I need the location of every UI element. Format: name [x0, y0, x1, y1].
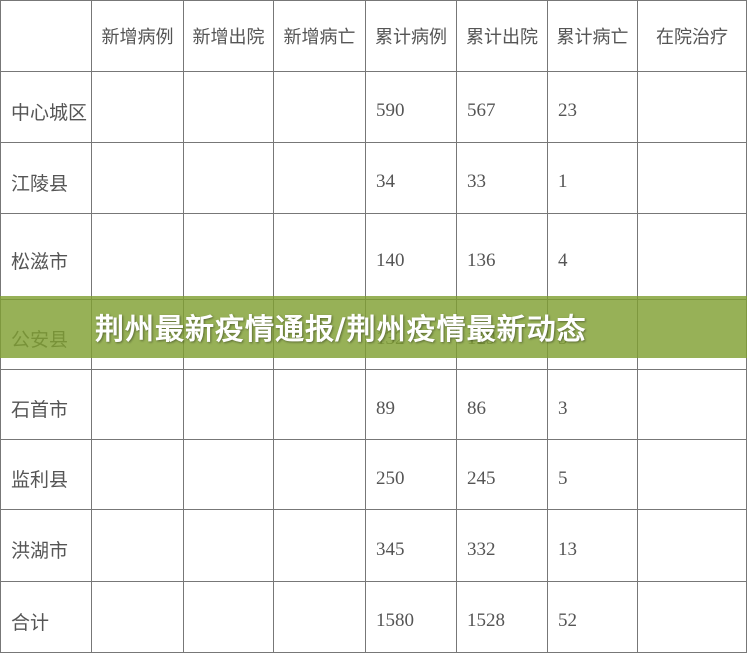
table-cell: 新增病亡: [274, 0, 366, 72]
table-cell: 590: [366, 72, 457, 143]
empty-cell: [638, 72, 747, 143]
empty-cell: [274, 510, 366, 582]
empty-cell: [638, 370, 747, 440]
empty-cell: [274, 214, 366, 300]
table-cell: 合计: [0, 582, 92, 653]
table-cell: 石首市: [0, 370, 92, 440]
empty-cell: [92, 440, 184, 510]
table-cell: 250: [366, 440, 457, 510]
table-cell: 332: [457, 510, 548, 582]
table-cell: 33: [457, 143, 548, 214]
table-cell: 累计病例: [366, 0, 457, 72]
empty-cell: [92, 214, 184, 300]
empty-cell: [184, 582, 274, 653]
table-cell: 5: [548, 440, 638, 510]
empty-cell: [92, 370, 184, 440]
empty-cell: [638, 143, 747, 214]
banner-title: 荆州最新疫情通报/荆州疫情最新动态: [95, 312, 587, 346]
empty-cell: [92, 582, 184, 653]
empty-cell: [184, 214, 274, 300]
table-cell: 1528: [457, 582, 548, 653]
table-cell: 567: [457, 72, 548, 143]
empty-cell: [274, 370, 366, 440]
table-cell: 3: [548, 370, 638, 440]
table-cell: 累计出院: [457, 0, 548, 72]
empty-cell: [92, 143, 184, 214]
table-cell: 新增病例: [92, 0, 184, 72]
table-cell: 累计病亡: [548, 0, 638, 72]
empty-cell: [274, 143, 366, 214]
table-cell: 13: [548, 510, 638, 582]
table-cell: 新增出院: [184, 0, 274, 72]
empty-cell: [0, 0, 92, 72]
table-cell: 中心城区: [0, 72, 92, 143]
empty-cell: [274, 72, 366, 143]
banner: 荆州最新疫情通报/荆州疫情最新动态: [0, 296, 747, 358]
table-cell: 34: [366, 143, 457, 214]
empty-cell: [638, 214, 747, 300]
empty-cell: [638, 510, 747, 582]
table-cell: 江陵县: [0, 143, 92, 214]
table-cell: 52: [548, 582, 638, 653]
table-cell: 松滋市: [0, 214, 92, 300]
table-cell: 23: [548, 72, 638, 143]
empty-cell: [638, 582, 747, 653]
empty-cell: [184, 143, 274, 214]
table-cell: 1580: [366, 582, 457, 653]
table-cell: 345: [366, 510, 457, 582]
table-cell: 洪湖市: [0, 510, 92, 582]
table-cell: 89: [366, 370, 457, 440]
empty-cell: [274, 582, 366, 653]
table-cell: 4: [548, 214, 638, 300]
empty-cell: [274, 440, 366, 510]
table-cell: 1: [548, 143, 638, 214]
empty-cell: [184, 72, 274, 143]
table-cell: 在院治疗: [638, 0, 747, 72]
table-cell: 140: [366, 214, 457, 300]
empty-cell: [184, 370, 274, 440]
table-cell: 86: [457, 370, 548, 440]
table-cell: 136: [457, 214, 548, 300]
empty-cell: [638, 440, 747, 510]
table-cell: 245: [457, 440, 548, 510]
empty-cell: [184, 510, 274, 582]
empty-cell: [92, 72, 184, 143]
empty-cell: [184, 440, 274, 510]
empty-cell: [92, 510, 184, 582]
table-cell: 监利县: [0, 440, 92, 510]
